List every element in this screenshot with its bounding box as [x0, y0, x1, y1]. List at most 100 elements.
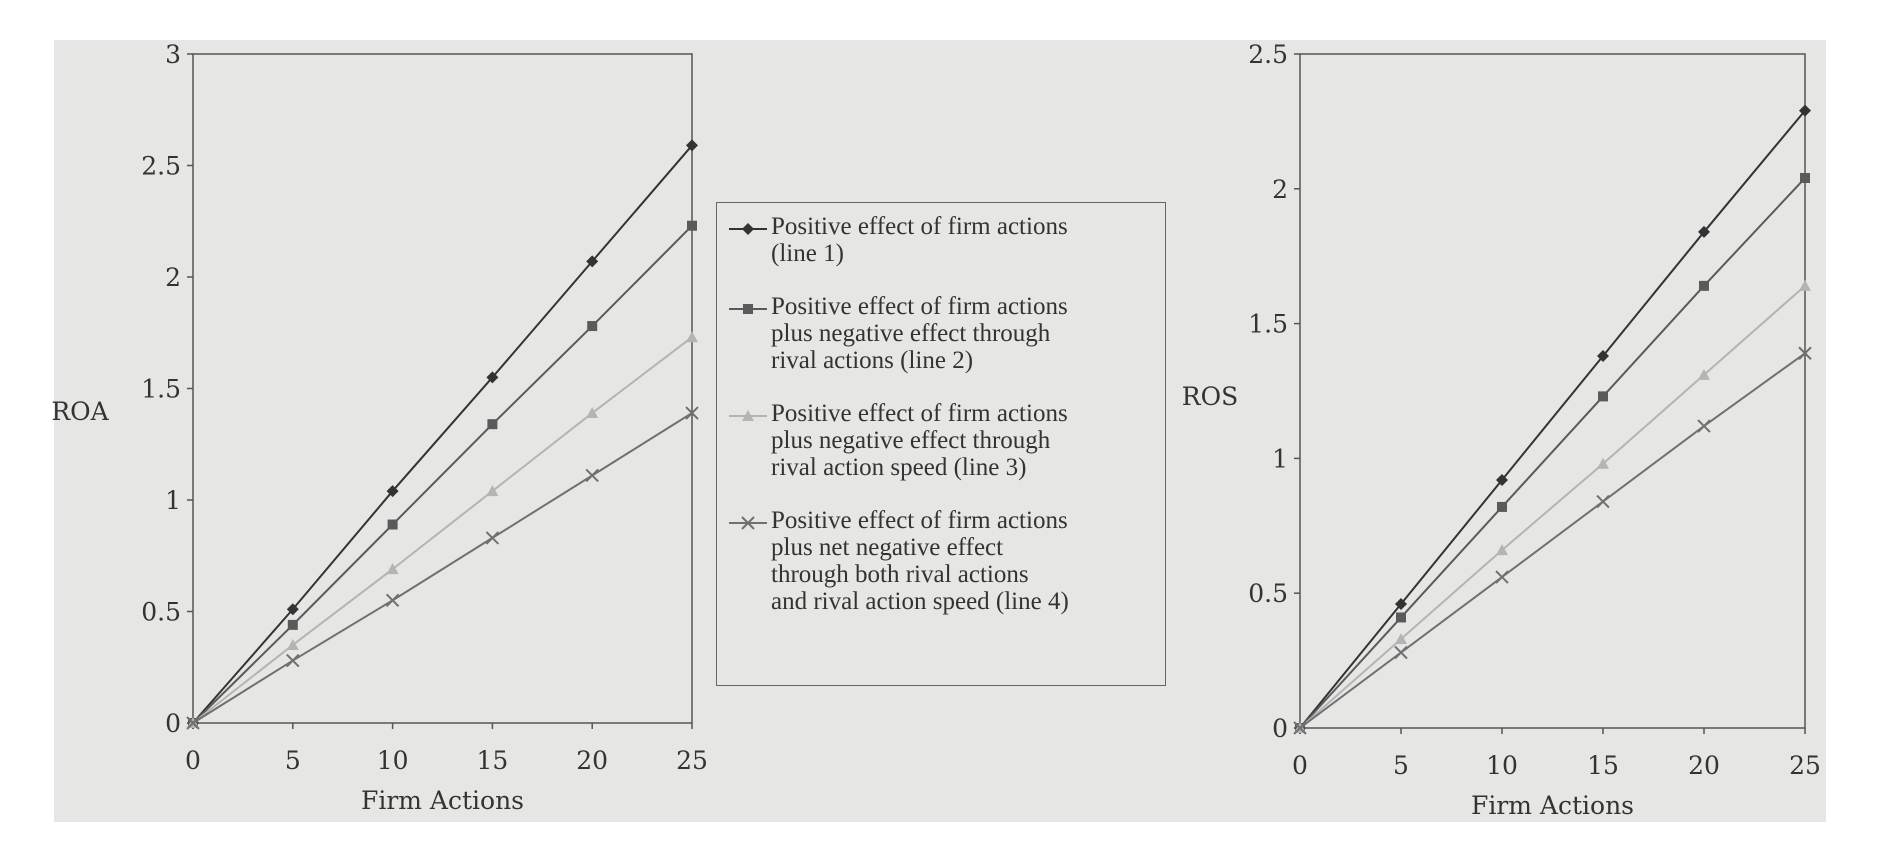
legend-marker: [743, 304, 753, 314]
legend-diamond-marker-icon: [729, 223, 767, 235]
data-point-line-1: [1698, 225, 1710, 238]
data-point-line-3: [1799, 279, 1811, 291]
series-line-3-path: [1299, 285, 1806, 729]
page-background: [54, 40, 1826, 822]
x-tick-label: 10: [1486, 751, 1518, 780]
legend-label: Positive effect of firm actions plus nega…: [771, 400, 1068, 481]
series-line-1-path: [1299, 109, 1806, 729]
data-point-line-2: [587, 321, 598, 332]
data-point-line-1: [1496, 473, 1508, 486]
y-tick-label: 2: [1272, 175, 1288, 204]
plot-frame: [192, 53, 693, 724]
data-point-line-3: [286, 638, 299, 650]
series-line-2-path: [1299, 177, 1806, 729]
data-point-line-1: [486, 371, 499, 384]
y-tick-label: 1: [165, 486, 181, 515]
legend-label-line: plus net negative effect: [771, 534, 1004, 561]
y-tick-label: 0: [1272, 714, 1288, 743]
y-axis-label: ROA: [51, 397, 109, 426]
y-tick-label: 2: [165, 263, 181, 292]
data-point-line-1: [386, 485, 399, 498]
y-tick-label: 2.5: [1248, 40, 1288, 69]
y-tick-label: 0.5: [1248, 579, 1288, 608]
legend-item: Positive effect of firm actions plus nega…: [725, 400, 1157, 481]
data-point-line-2: [1800, 173, 1810, 184]
x-tick-label: 15: [476, 746, 508, 775]
data-point-line-3: [1496, 544, 1508, 556]
data-point-line-3: [586, 407, 599, 419]
x-tick-label: 15: [1587, 751, 1619, 780]
data-point-line-4: [1293, 721, 1307, 735]
legend-label-line: plus negative effect through: [771, 427, 1051, 454]
data-point-line-2: [1396, 612, 1406, 623]
series-line-1: [1294, 104, 1811, 734]
legend-square-marker-icon: [729, 304, 767, 314]
data-point-line-3: [386, 563, 399, 575]
legend-marker: [742, 223, 754, 235]
data-point-line-3: [686, 331, 698, 343]
data-point-line-2: [287, 619, 298, 630]
legend-triangle-marker-icon: [729, 410, 767, 421]
x-axis-label: Firm Actions: [1471, 791, 1634, 820]
x-tick-label: 5: [285, 746, 301, 775]
data-point-line-4: [1495, 570, 1509, 584]
data-point-line-4: [1394, 645, 1408, 660]
data-point-line-3: [486, 485, 499, 497]
legend-label-line: plus negative effect through: [771, 320, 1051, 347]
x-tick-label: 5: [1393, 751, 1409, 780]
legend-item: Positive effect of firm actions plus net …: [725, 507, 1157, 615]
legend-label-line: through both rival actions: [771, 561, 1029, 588]
series-line-3: [187, 331, 698, 728]
y-tick-label: 2.5: [141, 152, 181, 181]
legend-label-line: rival actions (line 2): [771, 347, 974, 374]
data-point-line-2: [1598, 391, 1608, 402]
x-tick-label: 0: [185, 746, 201, 775]
y-tick-label: 0: [165, 709, 181, 738]
ros-plot: 0 0.5 1 1.5 2 2.5 0 5 10 15 20 25 Firm Actions ROS: [1182, 40, 1821, 820]
data-point-line-2: [1497, 501, 1507, 512]
legend-item: Positive effect of firm actions (line 1): [725, 213, 1157, 267]
data-point-line-4: [485, 531, 500, 545]
data-point-line-1: [286, 603, 299, 616]
legend-label-line: rival action speed (line 3): [771, 454, 1027, 481]
x-tick-label: 20: [1688, 751, 1720, 780]
data-point-line-4: [585, 468, 599, 483]
data-point-line-1: [586, 255, 599, 268]
data-point-line-2: [1699, 280, 1709, 291]
legend-label-line: Positive effect of firm actions: [771, 293, 1068, 320]
series-line-4: [186, 406, 699, 730]
data-point-line-4: [1798, 346, 1812, 360]
x-tick-label: 20: [576, 746, 608, 775]
data-point-line-3: [1698, 368, 1710, 380]
series-line-2: [188, 220, 697, 728]
data-point-line-1: [1597, 349, 1609, 362]
data-point-line-4: [1596, 494, 1610, 509]
series-line-3: [1294, 279, 1811, 733]
data-point-line-2: [487, 419, 498, 430]
plot-frame: [1299, 53, 1806, 729]
legend-x-marker-icon: [729, 516, 767, 530]
roa-plot: 0 0.5 1 1.5 2 2.5 3 0 5 10 15 20 25 Firm Actions ROA: [51, 40, 708, 815]
y-tick-label: 1.5: [141, 375, 181, 404]
y-tick-label: 3: [165, 40, 181, 69]
legend-label: Positive effect of firm actions (line 1): [771, 213, 1068, 267]
series-line-3-path: [192, 336, 693, 724]
data-point-line-4: [385, 593, 400, 608]
legend-item: Positive effect of firm actions plus nega…: [725, 293, 1157, 374]
data-point-line-4: [1697, 419, 1711, 433]
legend-label-line: (line 1): [771, 240, 844, 267]
legend-marker: [742, 410, 754, 421]
data-point-line-2: [387, 519, 398, 530]
legend-label: Positive effect of firm actions plus net …: [771, 507, 1069, 615]
x-tick-label: 10: [377, 746, 409, 775]
series-line-2-path: [192, 225, 693, 724]
legend-label-line: Positive effect of firm actions: [771, 507, 1068, 534]
y-tick-label: 1.5: [1248, 310, 1288, 339]
data-point-line-1: [1799, 104, 1811, 117]
y-axis-label: ROS: [1182, 382, 1238, 411]
data-point-line-3: [1395, 633, 1407, 645]
chart-legend: Positive effect of firm actions (line 1) P…: [716, 202, 1166, 686]
y-tick-label: 0.5: [141, 598, 181, 627]
legend-label-line: and rival action speed (line 4): [771, 588, 1069, 615]
